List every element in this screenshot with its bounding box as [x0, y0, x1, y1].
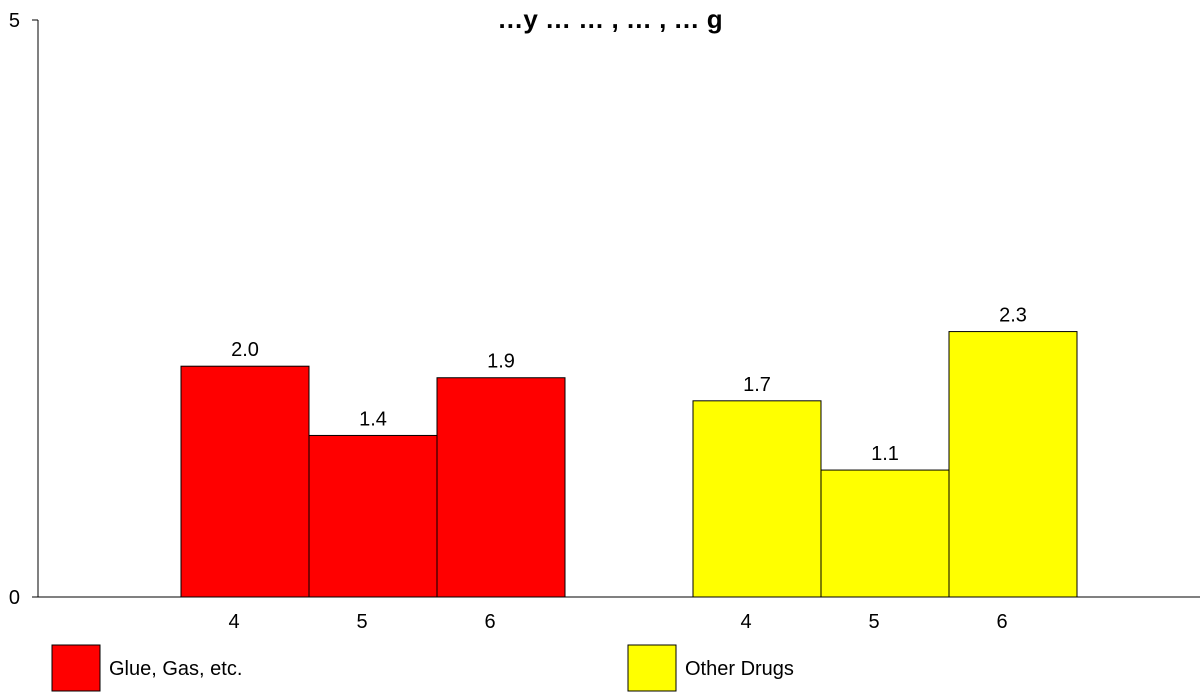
- bar-value-label: 1.7: [743, 374, 771, 396]
- chart-title-layer: …y … … , … , … g: [497, 4, 722, 34]
- bar-other-drugs-4: [692, 400, 822, 598]
- legend-swatch: [51, 644, 101, 692]
- bar-value-label: 2.0: [231, 339, 259, 361]
- bar-glue-gas-etc-4: [180, 365, 310, 598]
- chart-title: …y … … , … , … g: [497, 4, 722, 34]
- bar-value-label: 1.4: [359, 408, 387, 430]
- x-tick-label: 4: [740, 611, 751, 633]
- legend-swatch: [627, 644, 677, 692]
- x-tick-label: 5: [356, 611, 367, 633]
- x-tick-label: 5: [868, 611, 879, 633]
- y-tick-label: 5: [9, 10, 20, 32]
- legend-item: Glue, Gas, etc.: [51, 644, 242, 692]
- bar-value-label: 1.9: [487, 351, 515, 373]
- legend-label: Glue, Gas, etc.: [109, 658, 242, 680]
- bar-other-drugs-6: [948, 331, 1078, 598]
- bar-other-drugs-5: [820, 469, 950, 598]
- x-tick-label: 6: [996, 611, 1007, 633]
- x-tick-label: 4: [228, 611, 239, 633]
- bar-value-label: 1.1: [871, 443, 899, 465]
- bar-glue-gas-etc-6: [436, 377, 566, 598]
- chart-legend: Glue, Gas, etc. Other Drugs: [51, 644, 794, 692]
- legend-label: Other Drugs: [685, 658, 794, 680]
- y-tick-label: 0: [9, 587, 20, 609]
- bar-value-label: 2.3: [999, 305, 1027, 327]
- chart-bars: 2.0 4 1.4 5 1.9 6 1.7 4 1.1 5 2.3 6: [180, 305, 1078, 633]
- legend-item: Other Drugs: [627, 644, 794, 692]
- bar-glue-gas-etc-5: [308, 434, 438, 598]
- x-tick-label: 6: [484, 611, 495, 633]
